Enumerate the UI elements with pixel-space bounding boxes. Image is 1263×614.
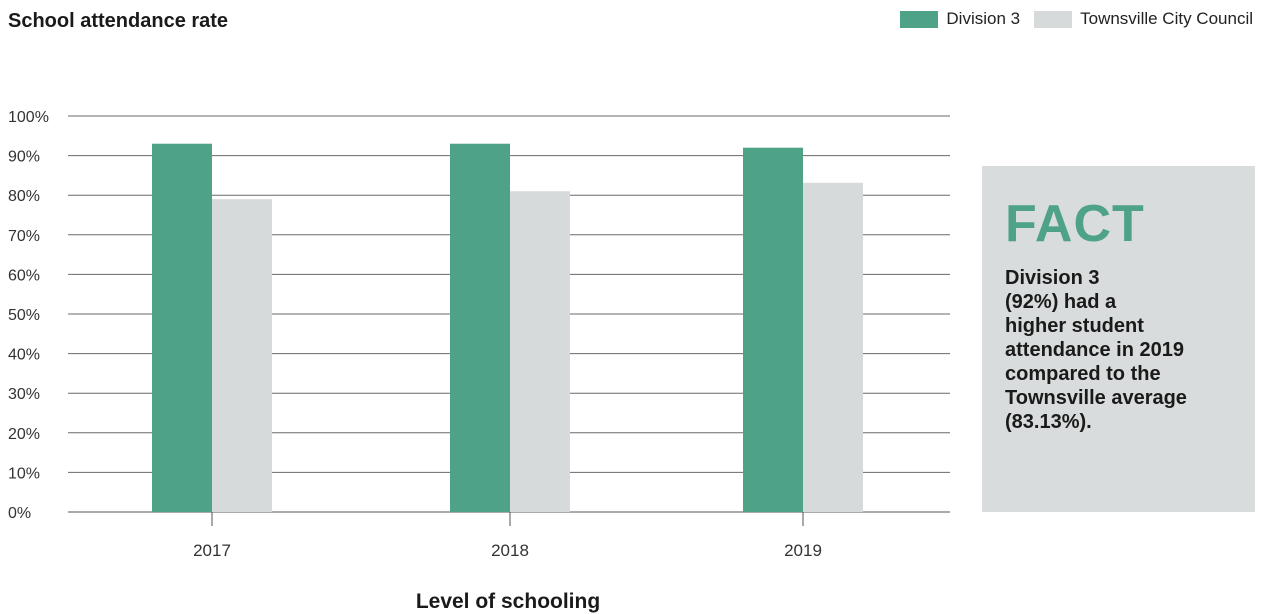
bar-division-3-2017 <box>152 143 212 512</box>
bar-townsville-2018 <box>510 191 570 513</box>
y-tick-label: 50% <box>8 307 40 324</box>
legend-item-division-3: Division 3 <box>900 9 1020 29</box>
bar-division-3-2019 <box>743 147 803 512</box>
legend-label-division-3: Division 3 <box>946 9 1021 28</box>
legend-swatch-townsville <box>1034 10 1073 28</box>
y-tick-label: 40% <box>8 347 40 364</box>
bar-division-3-2018 <box>450 143 510 512</box>
y-tick-label: 0% <box>8 505 31 522</box>
y-tick-label: 80% <box>8 188 40 205</box>
y-tick-label: 70% <box>8 228 40 245</box>
y-tick-label: 10% <box>8 465 40 482</box>
bars <box>152 143 863 513</box>
x-tick-labels: 2017 2018 2019 <box>193 512 822 560</box>
bar-townsville-2017 <box>212 199 272 512</box>
y-tick-label: 100% <box>8 109 49 126</box>
y-tick-label: 20% <box>8 426 40 443</box>
bar-chart: 0%10%20%30%40%50%60%70%80%90%100% 2017 20… <box>8 109 950 560</box>
x-tick-label: 2017 <box>193 541 231 560</box>
y-tick-labels: 0% 10% 20% 30% 40% 50% 60% 70% 80% 90% 100% <box>8 109 49 522</box>
legend-swatch-division-3 <box>900 10 939 28</box>
legend-label-townsville: Townsville City Council <box>1080 9 1253 28</box>
fact-box: FACT Division 3 (92%) had a higher stude… <box>982 166 1255 512</box>
y-tick-label: 90% <box>8 149 40 166</box>
y-tick-label: 60% <box>8 267 40 284</box>
legend-item-townsville: Townsville City Council <box>1034 9 1253 29</box>
y-tick-label: 30% <box>8 386 40 403</box>
fact-heading: FACT <box>1005 195 1145 253</box>
x-tick-label: 2019 <box>784 541 822 560</box>
x-axis-title: Level of schooling <box>415 590 601 613</box>
fact-body: Division 3 (92%) had a higher student at… <box>1005 267 1187 433</box>
x-tick-label: 2018 <box>491 541 529 560</box>
bar-townsville-2019 <box>803 182 863 512</box>
chart-title: School attendance rate <box>8 10 229 32</box>
legend: Division 3 Townsville City Council <box>886 9 1253 29</box>
